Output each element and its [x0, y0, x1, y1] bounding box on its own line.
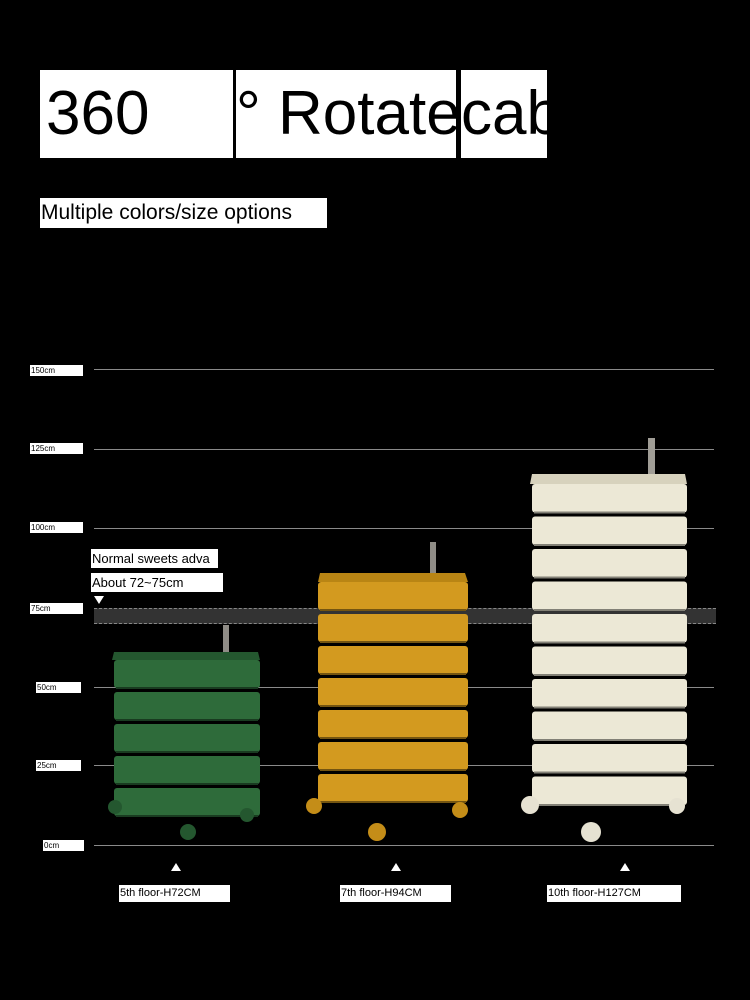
- tick-0: 0cm: [43, 840, 84, 851]
- drawer-front: [318, 678, 468, 706]
- caption-5-floor: 5th floor-H72CM: [119, 885, 230, 902]
- drawer-front: [114, 724, 260, 752]
- drawer-gap: [116, 687, 258, 689]
- arrow-down-icon: [94, 596, 104, 604]
- gridline-125: [94, 449, 714, 450]
- drawer-front: [532, 744, 687, 773]
- arrow-up-icon: [171, 863, 181, 871]
- headline-rotate: ° Rotate: [236, 70, 456, 158]
- tick-25: 25cm: [36, 760, 81, 771]
- drawer-front: [532, 711, 687, 740]
- drawer-front: [318, 710, 468, 738]
- tick-125: 125cm: [30, 443, 83, 454]
- drawer-front: [532, 776, 687, 805]
- drawer-gap: [320, 801, 466, 803]
- drawer-gap: [116, 751, 258, 753]
- gridline-100: [94, 528, 714, 529]
- drawer-front: [318, 582, 468, 610]
- drawer-gap: [320, 705, 466, 707]
- drawer-front: [114, 756, 260, 784]
- normal-height-note: Normal sweets adva: [91, 549, 218, 568]
- drawer-gap: [534, 674, 685, 676]
- tick-75: 75cm: [30, 603, 83, 614]
- headline-360: 360: [40, 70, 233, 158]
- drawer-front: [532, 549, 687, 578]
- drawer-gap: [116, 783, 258, 785]
- drawer-gap: [116, 815, 258, 817]
- arrow-up-icon: [620, 863, 630, 871]
- drawer-gap: [534, 771, 685, 774]
- cabinet-5-drawer: [108, 625, 260, 840]
- drawer-front: [114, 788, 260, 816]
- drawer-gap: [534, 511, 685, 514]
- subtitle: Multiple colors/size options: [40, 198, 327, 228]
- drawer-gap: [320, 737, 466, 739]
- headline-cab: cab: [461, 70, 547, 158]
- drawer-gap: [534, 641, 685, 644]
- gridline-150: [94, 369, 714, 370]
- cabinet-7-drawer: [306, 542, 468, 841]
- drawer-front: [318, 742, 468, 770]
- drawer-gap: [320, 641, 466, 643]
- drawer-front: [318, 774, 468, 802]
- drawer-gap: [320, 673, 466, 675]
- gridline-0: [94, 845, 714, 846]
- tick-100: 100cm: [30, 522, 83, 533]
- drawer-front: [532, 581, 687, 610]
- tick-150: 150cm: [30, 365, 83, 376]
- arrow-up-icon: [391, 863, 401, 871]
- drawer-gap: [116, 719, 258, 721]
- caption-7-floor: 7th floor-H94CM: [340, 885, 451, 902]
- drawer-gap: [320, 769, 466, 771]
- drawer-front: [532, 646, 687, 675]
- drawer-front: [532, 679, 687, 708]
- drawer-front: [532, 614, 687, 643]
- cabinet-10-drawer: [521, 438, 687, 842]
- drawer-gap: [534, 739, 685, 741]
- drawer-gap: [534, 706, 685, 709]
- tick-50: 50cm: [36, 682, 81, 693]
- drawer-gap: [534, 609, 685, 611]
- drawer-front: [318, 646, 468, 674]
- drawer-gap: [534, 544, 685, 546]
- normal-height-range: About 72~75cm: [91, 573, 223, 592]
- drawer-front: [532, 484, 687, 513]
- drawer-front: [318, 614, 468, 642]
- drawer-front: [114, 692, 260, 720]
- drawer-gap: [534, 804, 685, 806]
- drawer-gap: [320, 609, 466, 611]
- caption-10-floor: 10th floor-H127CM: [547, 885, 681, 902]
- drawer-gap: [534, 576, 685, 579]
- drawer-front: [532, 516, 687, 545]
- drawer-front: [114, 660, 260, 688]
